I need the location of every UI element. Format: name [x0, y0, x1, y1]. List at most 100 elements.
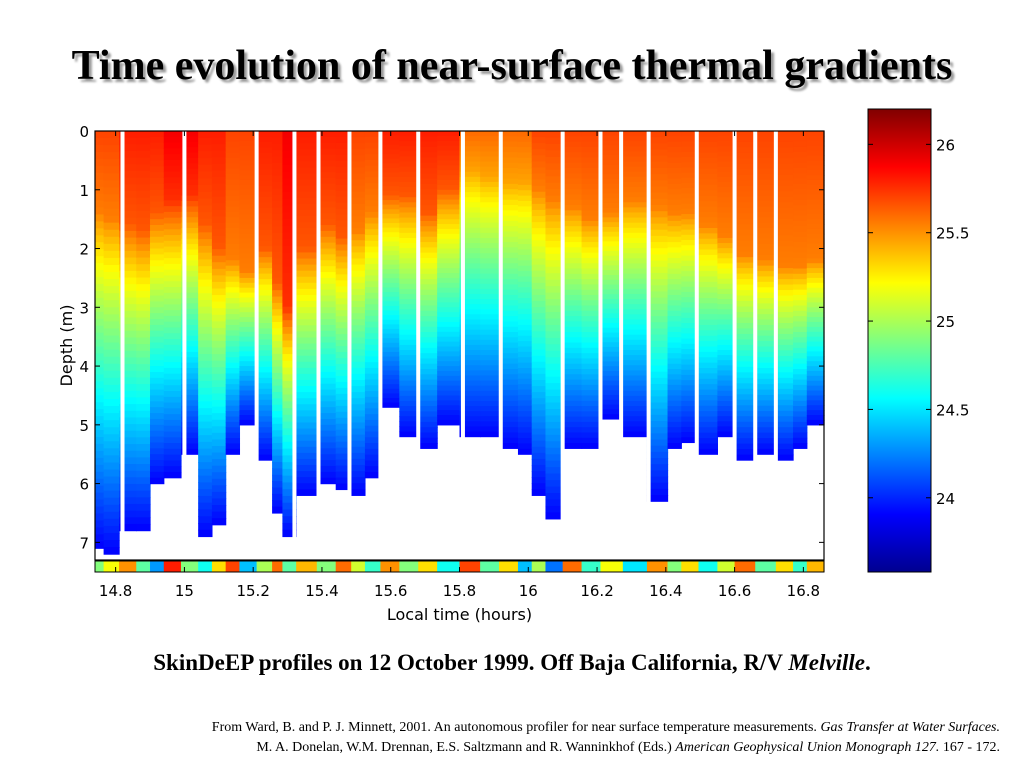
heatmap-cell [622, 344, 648, 351]
heatmap-cell [499, 220, 519, 227]
heatmap-cell [581, 194, 602, 201]
heatmap-cell [198, 245, 213, 254]
heatmap-cell [681, 338, 700, 345]
heatmap-cell [282, 144, 297, 152]
heatmap-cell [734, 251, 756, 258]
heatmap-cell [103, 243, 120, 252]
heatmap-cell [418, 257, 438, 264]
heatmap-cell [480, 339, 500, 346]
heatmap-cell [517, 346, 533, 353]
heatmap-cell [399, 421, 419, 427]
heatmap-cell [755, 394, 777, 401]
heatmap-cell [681, 328, 700, 335]
heatmap-cell [681, 374, 700, 381]
heatmap-cell [198, 326, 213, 335]
heatmap-cell [95, 221, 105, 229]
heatmap-cell [163, 258, 182, 265]
heatmap-cell [364, 235, 382, 242]
heatmap-cell [806, 209, 825, 215]
heatmap-cell [95, 256, 105, 264]
heatmap-cell [364, 229, 382, 236]
heatmap-cell [103, 152, 120, 160]
heatmap-cell [545, 454, 564, 462]
heatmap-cell [622, 360, 648, 366]
heatmap-cell [239, 228, 258, 235]
heatmap-cell [150, 236, 165, 244]
heatmap-cell [717, 156, 736, 163]
heatmap-cell [225, 341, 241, 348]
heatmap-cell [755, 179, 777, 186]
heatmap-cell [459, 421, 481, 427]
heatmap-cell [351, 167, 366, 175]
heatmap-cell [581, 263, 602, 270]
heatmap-cell [335, 375, 352, 383]
heatmap-cell [545, 189, 564, 197]
y-tick-label: 5 [79, 417, 89, 435]
heatmap-cell [793, 141, 808, 148]
heatmap-cell [211, 170, 227, 178]
profile-column [517, 131, 533, 455]
heatmap-cell [667, 416, 682, 423]
heatmap-cell [622, 324, 648, 331]
heatmap-cell [717, 304, 736, 310]
heatmap-cell [600, 385, 624, 391]
heatmap-cell [399, 151, 419, 158]
heatmap-cell [335, 423, 352, 431]
heatmap-cell [755, 276, 777, 283]
heatmap-cell [667, 189, 682, 196]
heatmap-cell [316, 389, 337, 397]
heatmap-cell [364, 471, 382, 479]
heatmap-cell [272, 226, 284, 234]
heatmap-cell [681, 406, 700, 412]
heatmap-cell [418, 146, 438, 153]
heatmap-cell [459, 187, 481, 193]
heatmap-cell [517, 227, 533, 234]
heatmap-cell [622, 156, 648, 163]
heatmap-cell [545, 143, 564, 151]
heatmap-cell [459, 370, 481, 377]
heatmap-cell [136, 444, 151, 452]
heatmap-cell [282, 468, 297, 477]
heatmap-cell [646, 137, 669, 144]
heatmap-cell [282, 333, 297, 342]
heatmap-cell [622, 365, 648, 371]
profile-gap [498, 131, 503, 560]
heatmap-cell [581, 294, 602, 301]
heatmap-cell [256, 361, 273, 368]
heatmap-cell [717, 131, 736, 137]
surface-strip-cell [225, 561, 241, 572]
heatmap-cell [600, 298, 624, 305]
heatmap-cell [646, 433, 669, 441]
heatmap-cell [437, 346, 461, 352]
colorbar [867, 108, 932, 573]
heatmap-cell [119, 297, 137, 305]
heatmap-cell [103, 349, 120, 358]
heatmap-cell [562, 162, 583, 169]
heatmap-cell [480, 176, 500, 183]
heatmap-cell [380, 393, 400, 399]
heatmap-cell [380, 227, 400, 233]
heatmap-cell [755, 292, 777, 299]
heatmap-cell [698, 373, 718, 380]
heatmap-cell [136, 157, 151, 165]
profile-column [399, 131, 419, 438]
heatmap-cell [211, 478, 227, 486]
heatmap-cell [755, 287, 777, 294]
y-tick-label: 1 [79, 182, 89, 200]
heatmap-cell [545, 163, 564, 171]
heatmap-cell [531, 307, 547, 314]
heatmap-cell [646, 353, 669, 360]
heatmap-cell [198, 387, 213, 396]
heatmap-cell [755, 195, 777, 202]
heatmap-cell [517, 394, 533, 401]
heatmap-cell [239, 302, 258, 308]
heatmap-cell [775, 328, 794, 335]
heatmap-cell [698, 324, 718, 331]
heatmap-cell [364, 275, 382, 282]
heatmap-cell [198, 131, 213, 139]
heatmap-cell [499, 273, 519, 280]
heatmap-cell [499, 421, 519, 428]
heatmap-cell [793, 220, 808, 227]
heatmap-cell [296, 471, 318, 478]
heatmap-cell [734, 229, 756, 236]
